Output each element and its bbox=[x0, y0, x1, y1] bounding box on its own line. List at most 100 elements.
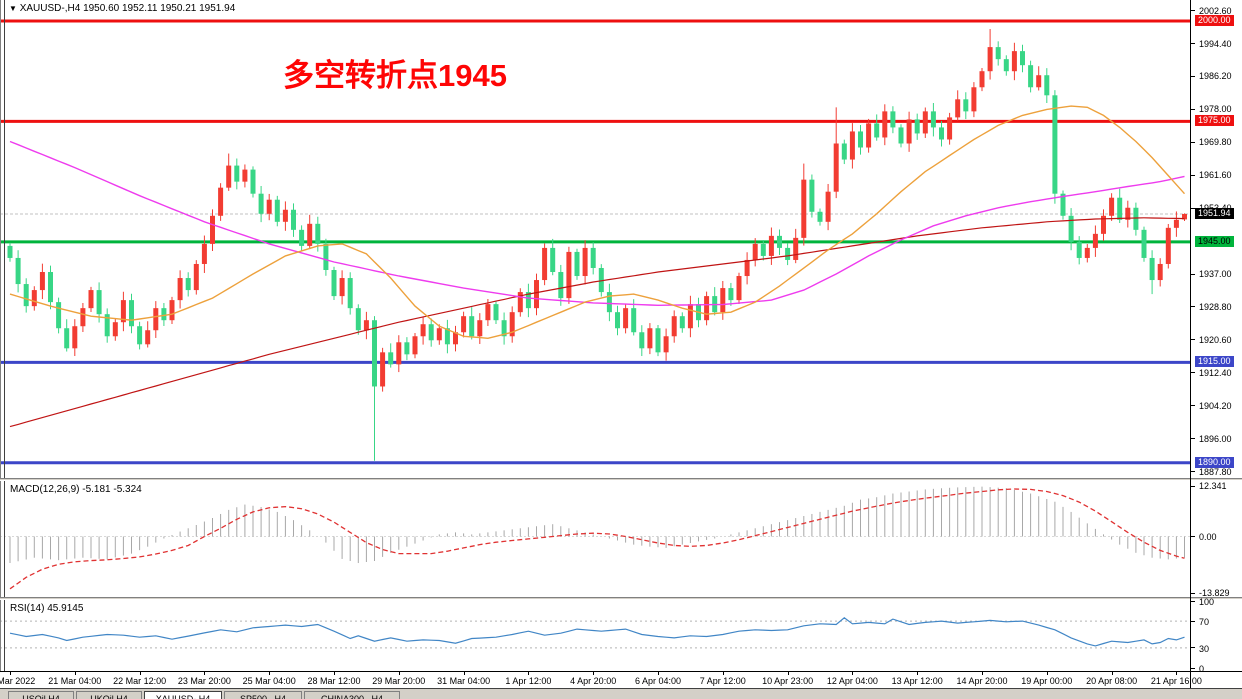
candle bbox=[137, 326, 143, 345]
macd-axis[interactable]: 12.341 0.00 -13.829 bbox=[1191, 481, 1242, 598]
rsi-line bbox=[9, 617, 1185, 647]
candle bbox=[930, 111, 936, 128]
candle bbox=[347, 278, 353, 309]
candle bbox=[1173, 219, 1179, 228]
candle bbox=[679, 316, 685, 329]
candle bbox=[80, 308, 86, 327]
chart-text-annotation: 多空转折点1945 bbox=[283, 58, 507, 93]
candle bbox=[39, 272, 45, 291]
rsi-axis[interactable]: 100 70 30 0 bbox=[1191, 597, 1242, 674]
candle bbox=[31, 290, 37, 307]
candlestick-chart[interactable] bbox=[0, 0, 1190, 478]
date-tick-label: 17 Mar 2022 bbox=[0, 676, 36, 686]
candle bbox=[890, 111, 896, 128]
chart-tab-china300-h4[interactable]: CHINA300..,H4 bbox=[304, 691, 400, 699]
candle bbox=[752, 243, 758, 260]
candle bbox=[428, 324, 434, 341]
candle bbox=[1068, 215, 1074, 242]
panel-separator[interactable] bbox=[0, 597, 1242, 600]
axis-tick bbox=[1191, 536, 1195, 537]
rsi-chart[interactable] bbox=[0, 600, 1190, 671]
axis-tick bbox=[1191, 471, 1195, 473]
axis-tick bbox=[1191, 75, 1195, 77]
candle bbox=[234, 165, 240, 182]
date-tick-label: 1 Apr 12:00 bbox=[505, 676, 552, 686]
candle bbox=[185, 278, 191, 291]
candle bbox=[760, 243, 766, 256]
price-tick-label: 1978.00 bbox=[1199, 104, 1232, 115]
candle bbox=[412, 336, 418, 355]
date-tick bbox=[852, 672, 854, 675]
candle bbox=[777, 235, 782, 248]
date-tick bbox=[593, 672, 595, 675]
date-tick bbox=[528, 672, 530, 675]
candle bbox=[849, 131, 855, 160]
candle bbox=[906, 119, 912, 144]
price-tag: 1951.94 bbox=[1195, 208, 1234, 219]
price-tick-label: 1994.40 bbox=[1199, 38, 1232, 49]
candle bbox=[558, 272, 564, 299]
candle bbox=[841, 143, 847, 160]
candle bbox=[574, 251, 580, 277]
candle bbox=[323, 243, 329, 270]
rsi-tick-label: 70 bbox=[1199, 617, 1210, 628]
chart-tab-ukoil-h4[interactable]: UKOil,H4 bbox=[76, 691, 142, 699]
axis-tick bbox=[1191, 620, 1195, 622]
date-tick-label: 19 Apr 00:00 bbox=[1021, 676, 1073, 686]
candle bbox=[1052, 95, 1058, 194]
date-tick-label: 10 Apr 23:00 bbox=[762, 676, 814, 686]
panel-separator[interactable] bbox=[0, 478, 1242, 481]
candle bbox=[339, 278, 345, 297]
candle bbox=[914, 119, 920, 134]
axis-tick bbox=[1191, 174, 1195, 176]
date-axis[interactable]: 17 Mar 2022 21 Mar 04:00 22 Mar 12:00 23 Ma… bbox=[0, 671, 1242, 688]
candle bbox=[210, 215, 215, 244]
chart-tab-usoil-h4[interactable]: USOil,H4 bbox=[8, 691, 74, 699]
rsi-label: RSI(14) 45.9145 bbox=[10, 603, 84, 614]
candle bbox=[282, 209, 288, 222]
chart-tab-sp500-h4[interactable]: SP500..,H4 bbox=[224, 691, 302, 699]
date-tick-label: 23 Mar 20:00 bbox=[177, 676, 231, 686]
candle bbox=[833, 143, 839, 192]
candle bbox=[525, 292, 531, 309]
candles bbox=[7, 29, 1187, 461]
candle bbox=[922, 111, 928, 134]
price-tick-label: 1928.80 bbox=[1199, 301, 1232, 312]
price-chart-panel[interactable]: ▼ XAUUSD-,H4 1950.60 1952.11 1950.21 195… bbox=[0, 0, 1190, 478]
macd-chart[interactable] bbox=[0, 481, 1190, 597]
date-tick bbox=[722, 672, 724, 675]
candle bbox=[1020, 51, 1025, 66]
chart-ohlc-legend: ▼ XAUUSD-,H4 1950.60 1952.11 1950.21 195… bbox=[9, 3, 235, 14]
price-axis[interactable]: 2002.60 1994.40 1986.20 1978.00 1969.80 1961.… bbox=[1191, 0, 1242, 478]
candle bbox=[955, 99, 961, 118]
candle bbox=[809, 179, 815, 212]
candle bbox=[23, 284, 29, 307]
chart-tab-xauusd-h4[interactable]: XAUUSD-,H4 bbox=[144, 691, 222, 699]
candle bbox=[963, 99, 969, 112]
price-tick-label: 1904.20 bbox=[1199, 400, 1232, 411]
candle bbox=[655, 328, 661, 353]
candle bbox=[825, 191, 831, 222]
candle bbox=[1011, 51, 1017, 72]
ma-slow-line bbox=[9, 217, 1185, 428]
candle bbox=[1133, 207, 1139, 230]
candle bbox=[663, 336, 669, 353]
macd-indicator-panel[interactable]: MACD(12,26,9) -5.181 -5.324 bbox=[0, 481, 1190, 597]
candle bbox=[48, 272, 53, 303]
candle bbox=[687, 304, 693, 329]
date-tick-label: 21 Mar 04:00 bbox=[48, 676, 102, 686]
candle bbox=[898, 127, 904, 144]
candle bbox=[1044, 75, 1050, 96]
candle bbox=[971, 87, 977, 112]
price-tag: 1975.00 bbox=[1195, 115, 1234, 127]
candle bbox=[1003, 59, 1009, 72]
ma-fast-line bbox=[9, 105, 1186, 340]
candle bbox=[299, 229, 305, 246]
axis-tick bbox=[1191, 43, 1195, 44]
date-tick-label: 20 Apr 08:00 bbox=[1086, 676, 1138, 686]
candle bbox=[355, 308, 361, 331]
candle bbox=[768, 235, 774, 256]
candle bbox=[153, 308, 159, 331]
rsi-indicator-panel[interactable]: RSI(14) 45.9145 bbox=[0, 600, 1190, 671]
